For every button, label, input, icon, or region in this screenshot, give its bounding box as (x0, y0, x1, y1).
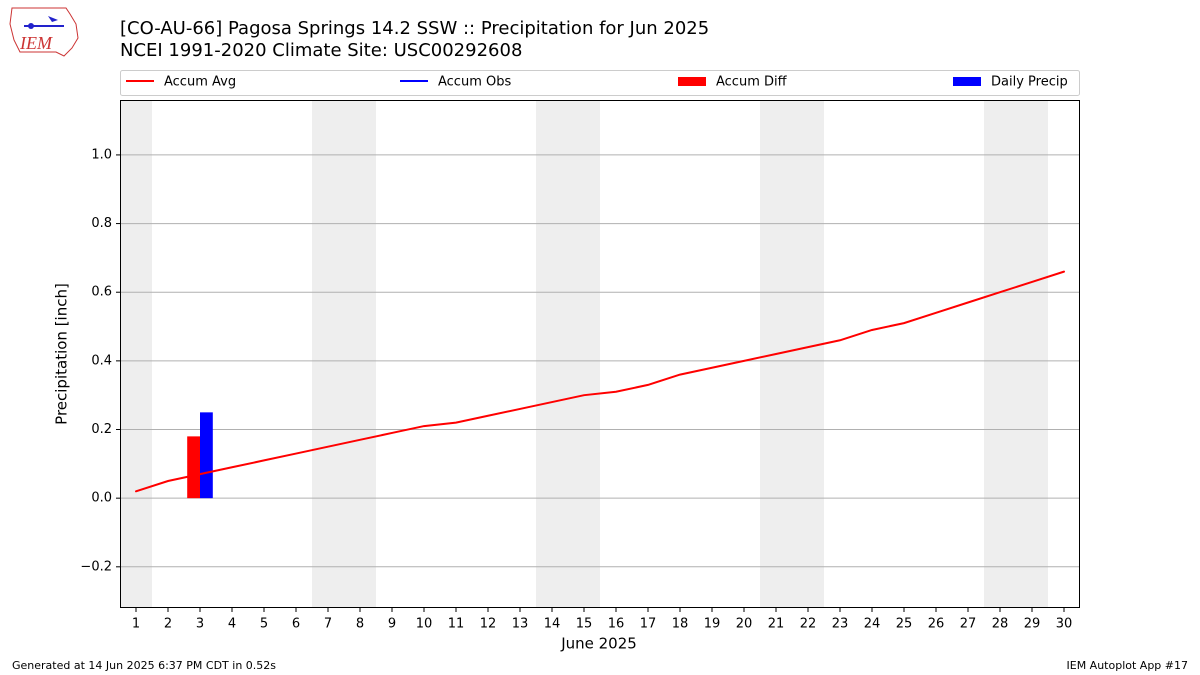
y-tick-label: −0.2 (80, 559, 112, 574)
x-tick-label: 23 (832, 617, 849, 632)
legend-swatch (678, 77, 706, 86)
bar (187, 436, 200, 499)
x-tick-label: 2 (164, 617, 172, 632)
x-tick-label: 18 (672, 617, 689, 632)
x-tick-label: 1 (132, 617, 140, 632)
x-tick-label: 26 (928, 617, 945, 632)
weekend-shade (344, 100, 376, 608)
chart-subtitle: NCEI 1991-2020 Climate Site: USC00292608 (120, 40, 522, 61)
footer-right: IEM Autoplot App #17 (1067, 659, 1189, 672)
y-tick-label: 1.0 (91, 147, 112, 162)
weekend-shade (120, 100, 152, 608)
weekend-shade (1016, 100, 1048, 608)
x-tick-label: 21 (768, 617, 785, 632)
x-tick-label: 22 (800, 617, 817, 632)
x-tick-label: 24 (864, 617, 881, 632)
y-tick-label: 0.4 (91, 353, 112, 368)
y-tick-label: 0.8 (91, 216, 112, 231)
x-tick-label: 30 (1056, 617, 1073, 632)
x-tick-label: 12 (480, 617, 497, 632)
legend-label: Accum Avg (164, 75, 236, 90)
x-tick-label: 29 (1024, 617, 1041, 632)
chart-title: [CO-AU-66] Pagosa Springs 14.2 SSW :: Pr… (120, 18, 709, 39)
footer-left: Generated at 14 Jun 2025 6:37 PM CDT in … (12, 659, 276, 672)
x-tick-label: 15 (576, 617, 593, 632)
weekend-shade (984, 100, 1016, 608)
x-tick-label: 3 (196, 617, 204, 632)
y-tick-label: 0.0 (91, 491, 112, 506)
x-tick-label: 28 (992, 617, 1009, 632)
weekend-shade (312, 100, 344, 608)
x-tick-label: 7 (324, 617, 332, 632)
x-tick-label: 9 (388, 617, 396, 632)
logo-text: IEM (19, 33, 53, 53)
logo: IEM (9, 7, 79, 57)
x-tick-label: 25 (896, 617, 913, 632)
x-tick-label: 19 (704, 617, 721, 632)
x-tick-label: 10 (416, 617, 433, 632)
weekend-shade (792, 100, 824, 608)
x-tick-label: 16 (608, 617, 625, 632)
x-tick-label: 13 (512, 617, 529, 632)
legend-swatch (953, 77, 981, 86)
legend-box (120, 70, 1080, 96)
x-tick-label: 6 (292, 617, 300, 632)
legend-label: Daily Precip (991, 75, 1068, 90)
logo-outline (9, 7, 79, 57)
logo-icon (48, 16, 58, 22)
x-tick-label: 27 (960, 617, 977, 632)
y-axis-label: Precipitation [inch] (53, 283, 71, 425)
legend-label: Accum Diff (716, 75, 788, 90)
weekend-shade (568, 100, 600, 608)
x-tick-label: 20 (736, 617, 753, 632)
x-tick-label: 4 (228, 617, 236, 632)
plot-frame (120, 100, 1080, 608)
weekend-shade (536, 100, 568, 608)
x-tick-label: 8 (356, 617, 364, 632)
x-axis-label: June 2025 (560, 635, 637, 653)
x-tick-label: 17 (640, 617, 657, 632)
x-tick-label: 5 (260, 617, 268, 632)
bar (200, 412, 213, 499)
legend-label: Accum Obs (438, 75, 511, 90)
x-tick-label: 11 (448, 617, 465, 632)
line (135, 270, 1065, 493)
logo-icon (28, 23, 34, 29)
y-tick-label: 0.6 (91, 285, 112, 300)
x-tick-label: 14 (544, 617, 561, 632)
y-tick-label: 0.2 (91, 422, 112, 437)
